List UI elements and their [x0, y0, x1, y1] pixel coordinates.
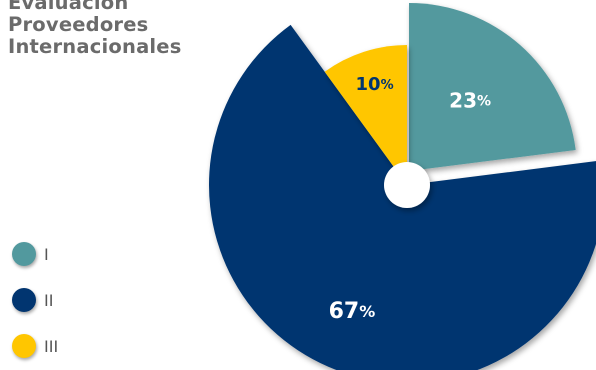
legend-swatch-ii — [12, 288, 36, 312]
slice-ii-value-label: 67% — [329, 299, 376, 324]
chart-title-line-3: Internacionales — [8, 35, 182, 58]
legend: I II III — [12, 242, 58, 370]
slice-iii[interactable] — [324, 45, 407, 185]
legend-label-ii: II — [44, 290, 54, 310]
chart-title-line-2: Proveedores — [8, 13, 149, 36]
slice-iii-value-label: 10% — [356, 74, 394, 95]
legend-item-i[interactable]: I — [12, 242, 58, 266]
legend-swatch-i — [12, 242, 36, 266]
legend-label-iii: III — [44, 336, 59, 356]
slice-i-value-label: 23% — [449, 88, 491, 112]
legend-item-ii[interactable]: II — [12, 288, 58, 312]
legend-label-i: I — [44, 244, 49, 264]
slice-i[interactable] — [409, 3, 576, 171]
legend-swatch-iii — [12, 334, 36, 358]
chart-title: Evaluación Proveedores Internacionales — [8, 0, 248, 58]
legend-item-iii[interactable]: III — [12, 334, 58, 358]
chart-title-line-1: Evaluación — [8, 0, 129, 14]
pie-center-hole — [384, 162, 430, 208]
